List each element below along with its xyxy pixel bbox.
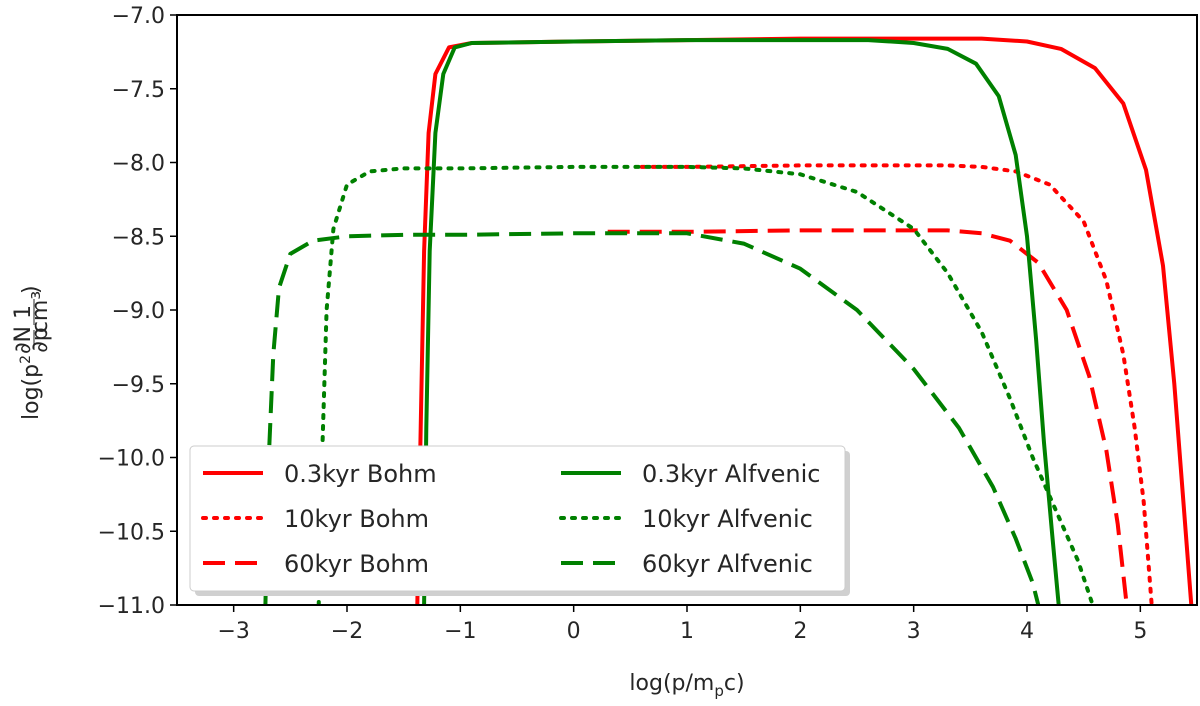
x-tick-label: 5: [1133, 619, 1147, 644]
legend-label-3: 0.3kyr Alfvenic: [642, 460, 821, 488]
legend-label-5: 60kyr Alfvenic: [642, 550, 813, 578]
series-line-2: [607, 228, 1129, 605]
y-tick-label: −7.5: [112, 78, 165, 103]
ylabel-frac1-num: ∂N: [11, 326, 36, 354]
ylabel-frac1-den: ∂p: [28, 327, 53, 352]
ylabel-frac2-num: 1: [11, 305, 36, 319]
legend-label-4: 10kyr Alfvenic: [642, 505, 813, 533]
ylabel-sup: 2: [18, 355, 34, 364]
series-line-0: [415, 36, 1194, 605]
legend-label-2: 60kyr Bohm: [284, 550, 429, 578]
series-line-3: [422, 38, 1061, 605]
y-tick-label: −10.5: [98, 520, 165, 545]
x-tick-label: 4: [1020, 619, 1034, 644]
x-tick-label: 0: [567, 619, 581, 644]
ylabel-post: ): [19, 285, 44, 294]
x-axis-title: log(p/mpc): [629, 671, 744, 700]
y-axis-ticks: −11.0 −10.5 −10.0 −9.5 −9.0 −8.5 −8.0 −7.5 −7.0: [98, 4, 177, 619]
legend-box: [189, 445, 846, 592]
y-tick-label: −8.5: [112, 225, 165, 250]
y-axis-title: log(p2 ∂N ∂p 1 cm³ ): [11, 285, 53, 420]
x-tick-label: −1: [444, 619, 476, 644]
ylabel-pre: log(p: [19, 364, 44, 420]
svg-text:log(p2: log(p2: [18, 355, 44, 420]
y-tick-label: −11.0: [98, 594, 165, 619]
legend-label-1: 10kyr Bohm: [284, 505, 429, 533]
legend-label-0: 0.3kyr Bohm: [284, 460, 437, 488]
x-tick-label: 3: [907, 619, 921, 644]
ylabel-frac2-den: cm³: [28, 291, 53, 333]
y-tick-label: −9.5: [112, 373, 165, 398]
y-tick-label: −8.0: [112, 152, 165, 177]
series-line-4: [316, 164, 1095, 605]
x-axis-ticks: −3 −2 −1 0 1 2 3 4 5: [217, 605, 1147, 644]
x-tick-label: −2: [331, 619, 363, 644]
x-tick-label: 1: [680, 619, 694, 644]
series-lines: [263, 36, 1194, 605]
y-tick-label: −7.0: [112, 4, 165, 29]
x-tick-label: −3: [217, 619, 249, 644]
series-line-1: [639, 163, 1154, 605]
y-tick-label: −9.0: [112, 299, 165, 324]
series-line-5: [263, 231, 1041, 605]
x-tick-label: 2: [793, 619, 807, 644]
y-tick-label: −10.0: [98, 447, 165, 472]
legend: 0.3kyr Bohm 10kyr Bohm 60kyr Bohm 0.3kyr Al…: [189, 445, 850, 596]
